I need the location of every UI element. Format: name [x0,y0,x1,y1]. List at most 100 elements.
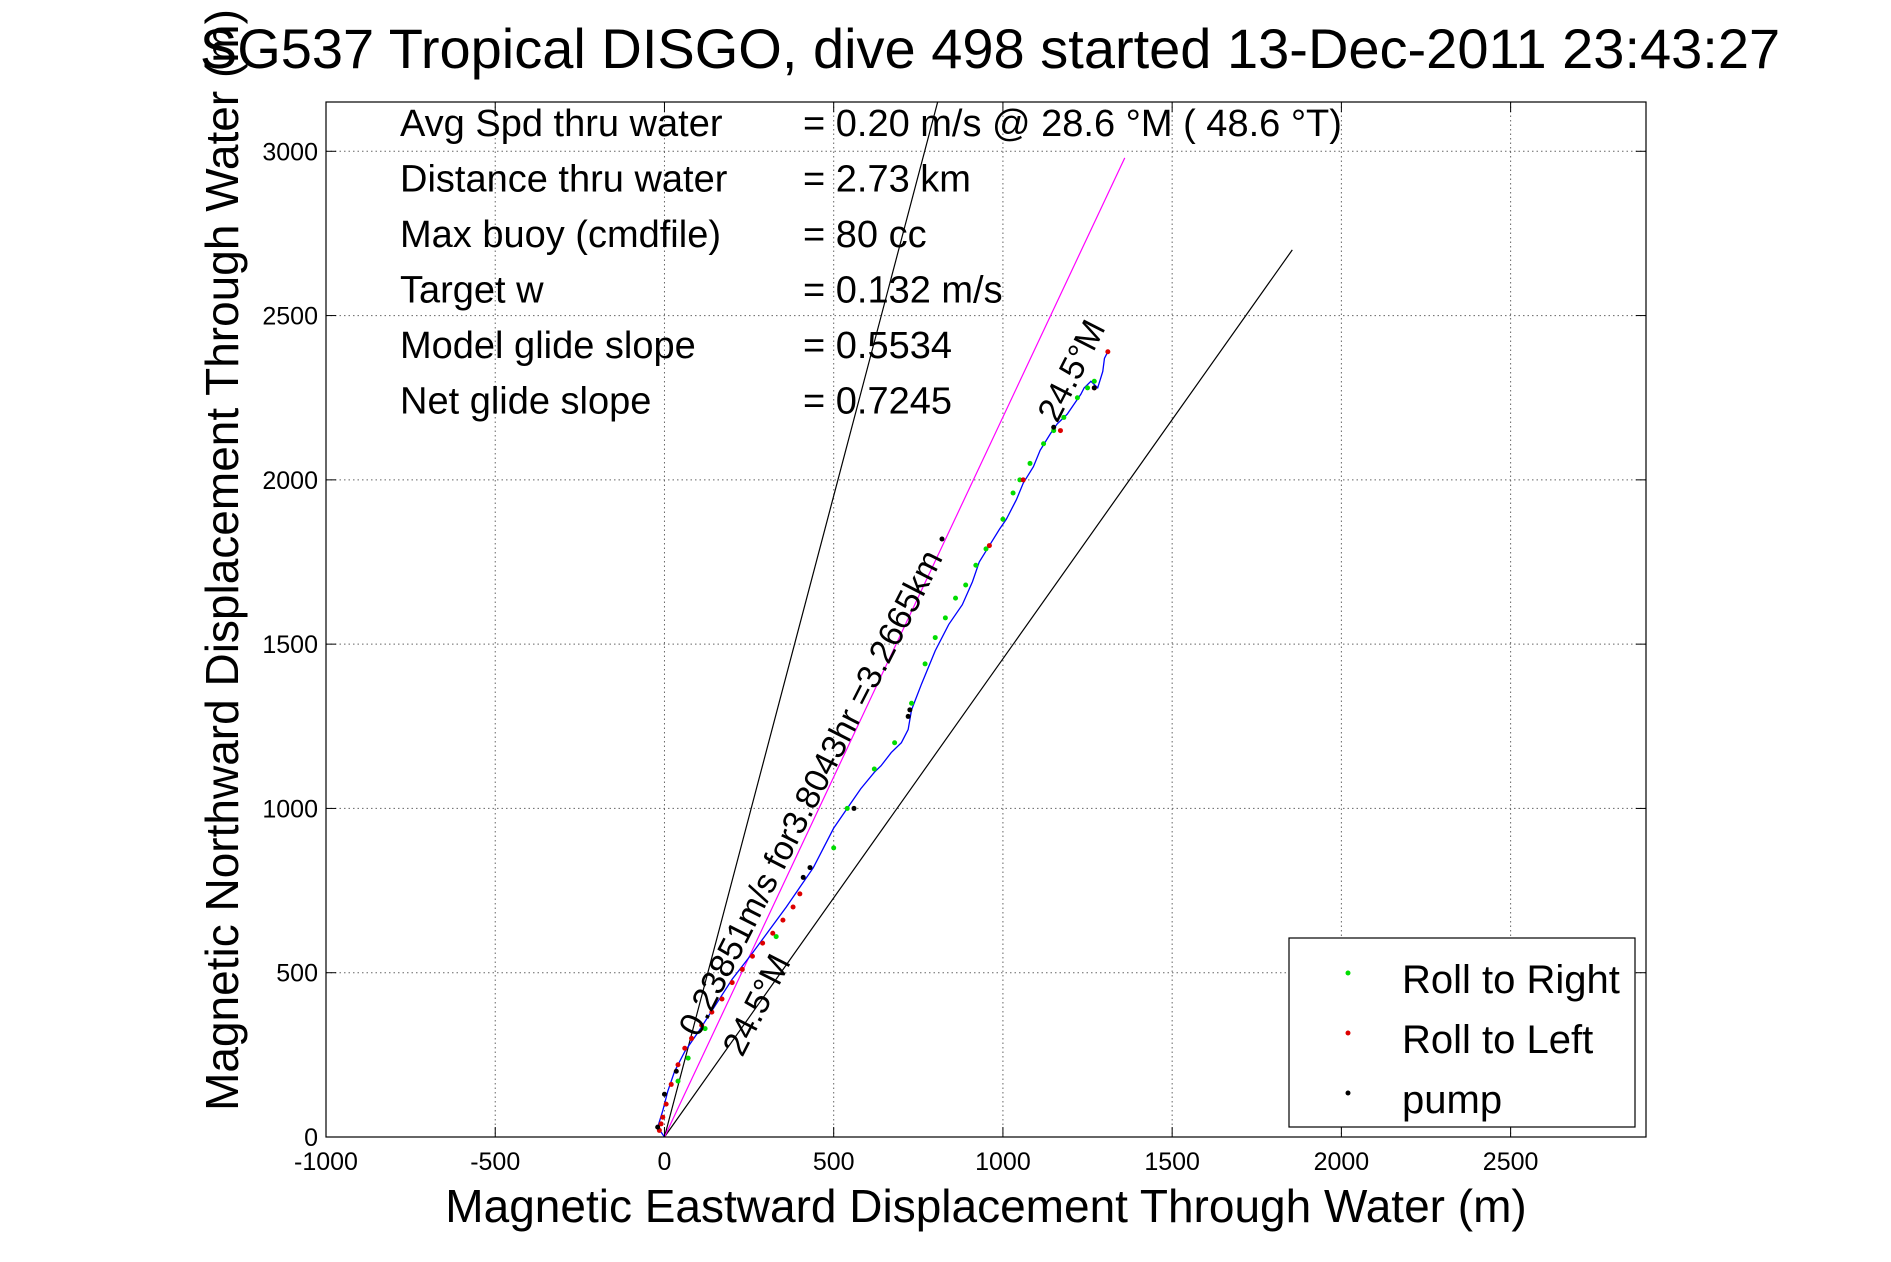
roll-to-right-point [773,934,779,940]
x-tick-label: 0 [658,1148,672,1176]
roll-to-left-point [797,891,803,897]
roll-to-right-point [942,615,948,621]
roll-to-right-point [702,1026,708,1032]
data-points [655,349,1111,1133]
y-tick-label: 2000 [262,467,318,495]
roll-to-left-point [749,953,755,959]
y-tick-label: 3000 [262,138,318,166]
roll-to-left-point [675,1062,681,1068]
roll-to-left-point [760,940,766,946]
roll-to-right-point [973,562,979,568]
pump-point [1051,424,1057,430]
roll-to-left-point [1105,349,1111,355]
info-value: = 0.20 m/s @ 28.6 °M ( 48.6 °T) [803,103,1342,145]
info-label: Distance thru water [400,159,728,201]
track [656,351,1109,1137]
roll-to-right-point [892,740,898,746]
x-tick-label: 2500 [1483,1148,1539,1176]
roll-to-right-point [1085,385,1091,391]
roll-to-left-point [1020,477,1026,483]
pump-point [800,874,806,880]
roll-to-left-point [986,543,992,549]
roll-to-left-point [682,1045,688,1051]
roll-to-left-point [689,1035,695,1041]
pump-point [807,865,813,871]
legend-label: Roll to Right [1402,958,1620,1002]
roll-to-left-point [658,1121,664,1127]
x-axis-title: Magnetic Eastward Displacement Through W… [445,1180,1526,1232]
plot-frame [325,101,1647,1138]
y-tick-label: 500 [276,960,318,988]
roll-to-right-point [1061,414,1067,420]
info-value: = 0.5534 [803,325,952,367]
reference-line [663,249,1293,1137]
roll-to-right-point [1091,378,1097,384]
roll-to-left-point [668,1081,674,1087]
pump-point [661,1091,667,1097]
x-tick-label: 2000 [1314,1148,1370,1176]
roll-to-right-point [1074,395,1080,401]
info-label: Target w [400,270,544,312]
pump-point [655,1124,661,1130]
x-tick-label: 1500 [1144,1148,1200,1176]
info-value: = 80 cc [803,214,927,256]
y-tick-label: 1000 [262,795,318,823]
roll-to-right-point [685,1055,691,1061]
roll-to-left-point [660,1114,666,1120]
info-label: Avg Spd thru water [400,103,723,145]
legend: Roll to Right Roll to Left pump [1288,937,1636,1128]
roll-to-right-point [1010,490,1016,496]
chart-title: SG537 Tropical DISGO, dive 498 started 1… [200,17,1780,80]
info-box: Avg Spd thru water = 0.20 m/s @ 28.6 °M (… [400,103,1342,423]
pump-point [907,707,913,713]
legend-marker [1345,1090,1351,1096]
pump-point [851,805,857,811]
info-value: = 0.132 m/s [803,270,1003,312]
roll-to-left-point [699,1022,705,1028]
x-tick-label: -500 [470,1148,520,1176]
info-value: = 2.73 km [803,159,971,201]
roll-to-left-point [739,966,745,972]
y-tick-label: 1500 [262,631,318,659]
roll-to-right-point [909,700,915,706]
roll-to-left-point [1057,428,1063,434]
x-tick-label: 500 [813,1148,855,1176]
roll-to-right-point [1000,516,1006,522]
roll-to-left-point [790,904,796,910]
roll-to-right-point [932,635,938,641]
reference-line [663,157,1126,1137]
roll-to-left-point [719,996,725,1002]
info-label: Net glide slope [400,381,651,423]
track-line [656,351,1109,1137]
y-tick-label: 2500 [262,303,318,331]
roll-to-left-point [770,930,776,936]
roll-to-right-point [963,582,969,588]
pump-point [905,713,911,719]
legend-label: Roll to Left [1402,1018,1593,1062]
roll-to-right-point [844,805,850,811]
legend-label: pump [1402,1078,1502,1122]
legend-marker [1345,970,1351,976]
x-tick-label: 1000 [975,1148,1031,1176]
roll-to-left-point [709,1009,715,1015]
roll-to-right-point [922,661,928,667]
reference-lines [663,102,1293,1137]
roll-to-right-point [953,595,959,601]
y-axis-title: Magnetic Northward Displacement Through … [196,9,248,1111]
roll-to-right-point [983,546,989,552]
info-label: Max buoy (cmdfile) [400,214,721,256]
y-tick-label: 0 [304,1124,318,1152]
reference-line [663,102,939,1137]
pump-point [1091,385,1097,391]
roll-to-left-point [663,1101,669,1107]
info-label: Model glide slope [400,325,696,367]
pump-point [673,1068,679,1074]
roll-to-left-point [780,917,786,923]
x-tick-label: -1000 [294,1148,358,1176]
roll-to-right-point [831,845,837,851]
roll-to-right-point [871,766,877,772]
roll-to-left-point [729,980,735,986]
info-value: = 0.7245 [803,381,952,423]
roll-to-right-point [1027,460,1033,466]
